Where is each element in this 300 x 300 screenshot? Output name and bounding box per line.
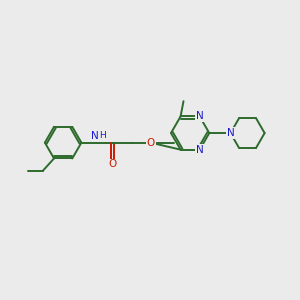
Text: N: N <box>226 128 234 138</box>
Text: O: O <box>108 159 116 170</box>
Text: O: O <box>146 138 155 148</box>
Text: N: N <box>196 112 204 122</box>
Text: H: H <box>100 131 106 140</box>
Text: N: N <box>91 130 99 141</box>
Text: N: N <box>196 145 204 154</box>
Text: H: H <box>89 132 96 141</box>
